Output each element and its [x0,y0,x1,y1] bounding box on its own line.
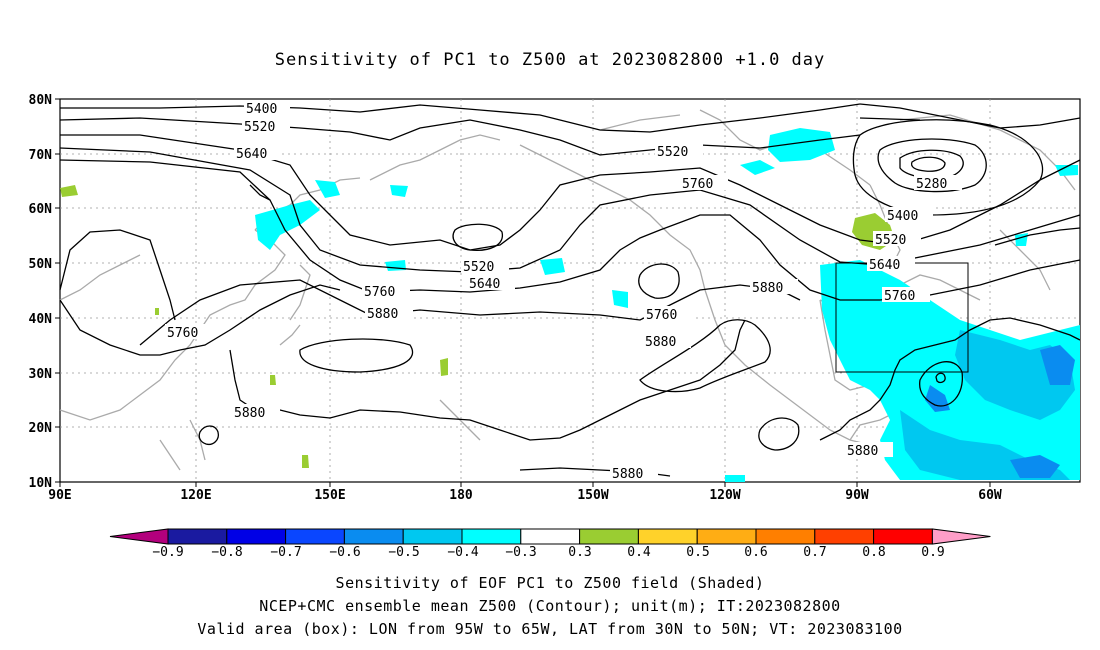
contour-label: 5880 [752,281,783,296]
colorbar-swatch [167,528,228,545]
colorbar-tick-label: 0.3 [568,545,591,560]
lon-tick-label: 150W [577,488,608,503]
colorbar-swatch [579,528,639,545]
colorbar-min-triangle [109,528,169,545]
colorbar-tick-label: −0.9 [152,545,183,560]
contour-label: 5400 [246,102,277,117]
colorbar-tick-label: 0.4 [627,545,651,560]
lat-tick-label: 80N [29,93,53,108]
colorbar-tick-label: 0.9 [921,545,944,560]
contour-label: 5640 [869,258,900,273]
lat-tick-label: 60N [29,202,53,217]
colorbar-swatch [696,528,757,545]
lon-tick-label: 120W [709,488,740,503]
colorbar-tick-label: 0.5 [686,545,709,560]
contour-label: 5520 [875,233,906,248]
colorbar-swatch [285,528,345,545]
colorbar-tick-label: 0.6 [744,545,767,560]
contour-label: 5880 [367,307,398,322]
colorbar-swatch [343,528,404,545]
lon-tick-label: 90W [845,488,869,503]
contour-label-layer: 5400 5520 5640 5280 5400 5520 5640 5760 … [165,100,962,482]
contour-label: 5280 [916,177,947,192]
contour-label: 5880 [645,335,676,350]
lat-tick-label: 40N [29,312,53,327]
colorbar-swatch [755,528,816,545]
colorbar [109,528,991,545]
lon-tick-label: 60W [978,488,1002,503]
lat-tick-label: 70N [29,148,53,163]
colorbar-swatch [873,528,933,545]
contour-label: 5760 [646,308,677,323]
colorbar-tick-label: 0.8 [862,545,885,560]
contour-label: 5760 [884,289,915,304]
colorbar-max-triangle [931,528,991,545]
lon-tick-label: 150E [314,488,345,503]
contour-label: 5520 [244,120,275,135]
sensitivity-shading [60,128,1080,482]
colorbar-swatch [520,528,581,545]
caption-line-1: Sensitivity of EOF PC1 to Z500 field (Sh… [335,574,765,592]
colorbar-tick-label: −0.3 [505,545,536,560]
lon-tick-label: 180 [449,488,473,503]
graticule [60,99,1080,482]
contour-label: 5640 [236,147,267,162]
contour-label: 5880 [847,444,878,459]
lat-tick-label: 20N [29,421,53,436]
colorbar-tick-label: −0.7 [270,545,301,560]
lon-axis: 90E 120E 150E 180 150W 120W 90W 60W [48,488,1002,503]
contour-label: 5640 [469,277,500,292]
map-frame [59,98,1081,483]
lat-tick-label: 50N [29,257,53,272]
colorbar-swatch [814,528,875,545]
contour-label: 5520 [657,145,688,160]
colorbar-tick-label: −0.4 [447,545,478,560]
lat-tick-label: 10N [29,476,53,491]
contour-label: 5760 [364,285,395,300]
caption-line-2: NCEP+CMC ensemble mean Z500 (Contour); u… [259,597,841,615]
colorbar-swatch [461,528,522,545]
lon-tick-label: 120E [180,488,211,503]
contour-label: 5760 [167,326,198,341]
colorbar-swatch [226,528,287,545]
lat-tick-label: 30N [29,367,53,382]
contour-label: 5880 [612,467,643,482]
contour-label: 5880 [234,406,265,421]
colorbar-swatch [402,528,463,545]
lat-axis: 80N 70N 60N 50N 40N 30N 20N 10N [29,93,53,491]
caption-line-3: Valid area (box): LON from 95W to 65W, L… [197,620,903,638]
colorbar-tick-label: −0.8 [211,545,242,560]
contour-label: 5520 [463,260,494,275]
chart-title: Sensitivity of PC1 to Z500 at 2023082800… [274,50,826,70]
colorbar-tick-label: 0.7 [803,545,826,560]
colorbar-labels: −0.9 −0.8 −0.7 −0.6 −0.5 −0.4 −0.3 0.3 0… [152,545,944,560]
colorbar-swatch [637,528,698,545]
contour-label: 5760 [682,177,713,192]
colorbar-tick-label: −0.5 [388,545,419,560]
lon-tick-label: 90E [48,488,71,503]
colorbar-tick-label: −0.6 [329,545,360,560]
contour-label: 5400 [887,209,918,224]
